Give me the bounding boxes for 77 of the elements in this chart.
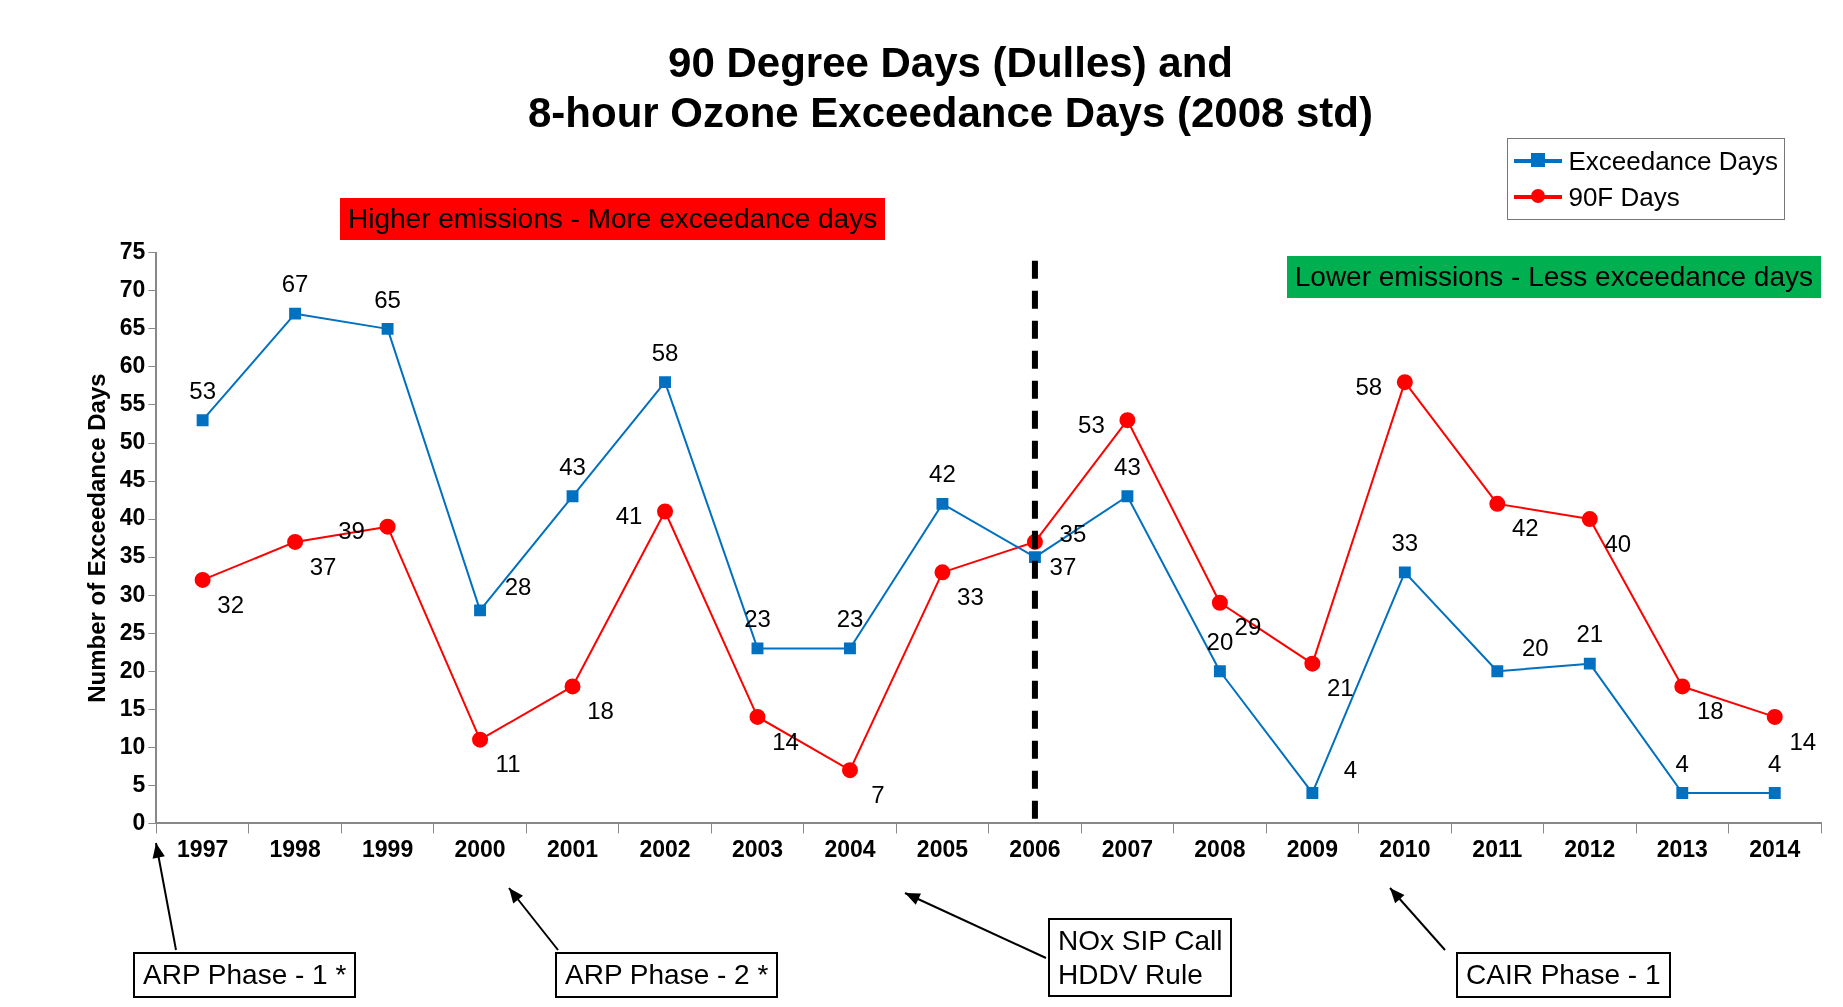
- y-tick-label: 25: [119, 618, 146, 645]
- text: Higher emissions - More exceedance days: [340, 198, 886, 240]
- x-tick-label: 2008: [1194, 835, 1246, 862]
- data-label: 65: [374, 285, 401, 313]
- data-label: 4: [1768, 749, 1782, 777]
- x-tick-label: 2003: [731, 835, 784, 862]
- y-tick-label: 5: [132, 770, 146, 797]
- data-label: 28: [504, 573, 532, 600]
- x-tick-label: 2001: [546, 835, 599, 862]
- y-tick-label: 55: [119, 390, 146, 417]
- data-label: 4: [1343, 755, 1358, 783]
- y-tick-label: 75: [119, 238, 146, 265]
- data-label: 14: [1789, 727, 1817, 755]
- data-label: 43: [1114, 452, 1141, 480]
- y-tick-label: 60: [119, 352, 146, 379]
- y-tick-label: 0: [132, 808, 146, 835]
- y-tick-label: 20: [119, 656, 146, 683]
- y-tick-label: 30: [119, 580, 146, 607]
- y-tick-label: 65: [119, 314, 146, 341]
- data-label: 41: [615, 502, 643, 530]
- x-tick-label: 2002: [639, 835, 691, 862]
- data-label: 37: [309, 552, 337, 580]
- legend-label: Exceedance Days: [1568, 145, 1778, 177]
- data-label: 21: [1576, 620, 1604, 648]
- x-tick-label: 2000: [454, 835, 506, 862]
- chart-title: 90 Degree Days (Dulles) and 8-hour Ozone Exceedance Days (2008 std): [528, 38, 1373, 137]
- x-tick-label: 1998: [269, 835, 321, 862]
- x-tick-label: 1999: [361, 835, 414, 862]
- y-tick-label: 35: [119, 542, 146, 569]
- x-tick-label: 2004: [824, 835, 876, 862]
- x-tick-label: 2013: [1656, 835, 1708, 862]
- x-tick-label: 2005: [916, 835, 969, 862]
- data-label: 58: [1355, 372, 1383, 400]
- data-label: 18: [587, 697, 614, 725]
- data-label: 40: [1604, 529, 1632, 557]
- data-label: 37: [1049, 552, 1077, 580]
- x-tick-label: 1997: [177, 835, 229, 862]
- data-label: 7: [871, 780, 885, 808]
- y-tick-label: 15: [119, 694, 146, 721]
- y-axis-title: Number of Exceedance Days: [83, 373, 111, 703]
- data-label: 32: [217, 590, 244, 618]
- y-tick-label: 45: [119, 466, 146, 493]
- data-label: 14: [772, 727, 799, 755]
- x-tick-label: 2012: [1564, 835, 1616, 862]
- data-label: 53: [189, 376, 216, 404]
- text: ARP Phase - 2 *: [555, 952, 779, 998]
- y-tick-label: 40: [119, 504, 146, 531]
- data-label: 20: [1206, 627, 1234, 655]
- data-label: 42: [929, 460, 956, 488]
- data-label: 33: [1391, 528, 1419, 556]
- data-label: 23: [836, 605, 864, 633]
- x-tick-label: 2006: [1009, 835, 1061, 862]
- text: NOx SIP Call HDDV Rule: [1048, 918, 1233, 998]
- data-label: 20: [1521, 633, 1549, 661]
- y-tick-label: 50: [119, 428, 146, 455]
- data-label: 29: [1234, 613, 1262, 641]
- legend-label: 90F Days: [1568, 181, 1680, 213]
- y-tick-label: 10: [119, 732, 146, 759]
- data-label: 4: [1675, 749, 1689, 777]
- y-tick-label: 70: [119, 276, 146, 303]
- x-tick-label: 2014: [1749, 835, 1801, 862]
- data-label: 11: [495, 750, 521, 778]
- data-label: 21: [1327, 674, 1354, 702]
- data-label: 58: [651, 338, 679, 366]
- x-tick-label: 2010: [1379, 835, 1431, 862]
- data-label: 18: [1696, 697, 1724, 725]
- data-label: 43: [559, 452, 586, 480]
- x-tick-label: 2007: [1101, 835, 1153, 862]
- text: CAIR Phase - 1: [1456, 952, 1671, 998]
- data-label: 67: [281, 270, 309, 298]
- text: ARP Phase - 1 *: [133, 952, 357, 998]
- x-tick-label: 2011: [1472, 835, 1523, 862]
- x-tick-label: 2009: [1286, 835, 1338, 862]
- data-label: 33: [957, 582, 984, 610]
- annotation: Lower emissions - Less exceedance days: [1286, 256, 1821, 298]
- data-label: 53: [1078, 410, 1105, 438]
- data-label: 42: [1511, 514, 1539, 542]
